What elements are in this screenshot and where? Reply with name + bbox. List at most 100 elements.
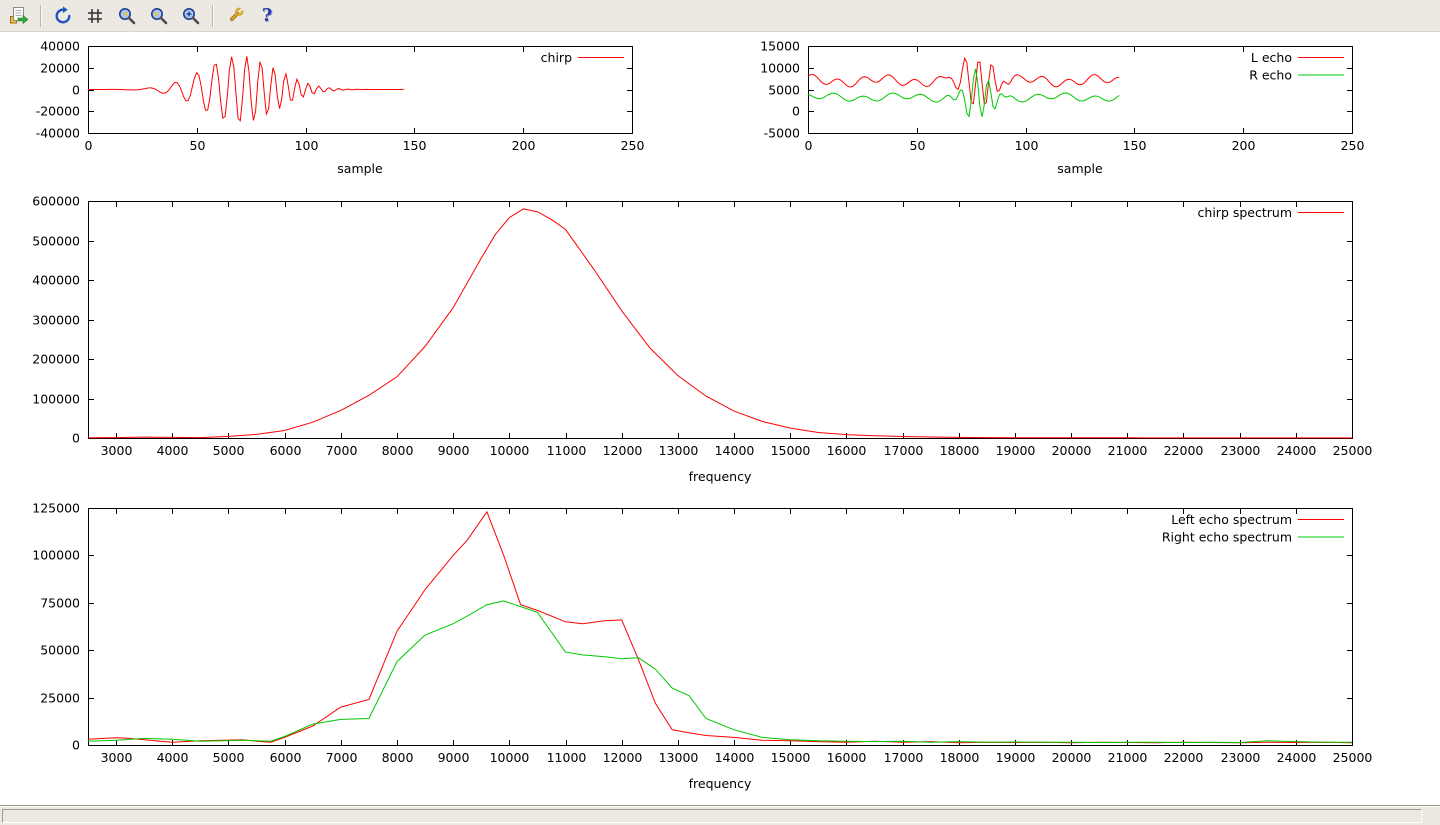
x-tick-label: 3000 (101, 750, 133, 765)
chirp-spectrum-plot: 3000 4000 5000 6000 7000 8000 9000 10000 11000 12… (32, 194, 1372, 485)
toolbar: ? (0, 0, 1440, 32)
right-echo-spectrum-line (87, 600, 1353, 744)
zoom-previous-button[interactable] (112, 2, 142, 30)
x-tick-label: 9000 (438, 750, 470, 765)
x-tick-label: 9000 (438, 443, 470, 458)
zoom-next-button[interactable] (144, 2, 174, 30)
x-tick-label: 24000 (1277, 443, 1317, 458)
y-tick-label: 400000 (32, 273, 80, 288)
x-tick-label: 20000 (1052, 750, 1092, 765)
x-tick-label: 11000 (547, 443, 587, 458)
x-tick-label: 5000 (213, 443, 245, 458)
x-tick-label: 23000 (1221, 443, 1261, 458)
x-tick-label: 10000 (490, 750, 530, 765)
x-tick-label: 19000 (996, 443, 1036, 458)
x-tick-label: 0 (85, 138, 93, 153)
left-echo-spectrum-line (87, 510, 1353, 744)
autoscale-icon (183, 7, 200, 24)
configure-button[interactable] (220, 2, 250, 30)
clipboard-export-icon (10, 6, 29, 24)
autoscale-button[interactable] (176, 2, 206, 30)
y-tick-label: -5000 (764, 126, 800, 141)
x-tick-label: 10000 (490, 443, 530, 458)
x-tick-label: 6000 (270, 750, 302, 765)
x-tick-label: 14000 (715, 750, 755, 765)
x-tick-label: 11000 (547, 750, 587, 765)
r-echo-line (807, 68, 1120, 118)
l-echo-line (807, 56, 1120, 105)
x-axis-label: frequency (689, 776, 752, 791)
x-tick-label: 50 (910, 138, 926, 153)
chirp-line (88, 56, 404, 122)
x-tick-label: 7000 (326, 443, 358, 458)
wrench-icon (229, 7, 244, 21)
x-tick-label: 250 (621, 138, 645, 153)
x-axis-label: sample (1057, 161, 1103, 176)
legend-label: R echo (1249, 68, 1292, 83)
x-tick-label: 12000 (603, 750, 643, 765)
legend-label: chirp (541, 50, 572, 65)
plot-border (88, 201, 1353, 439)
legend-label: Right echo spectrum (1162, 530, 1292, 545)
x-tick-label: 14000 (715, 443, 755, 458)
zoom-next-icon (151, 7, 168, 24)
y-tick-label: 0 (72, 83, 80, 98)
x-tick-label: 200 (1232, 138, 1256, 153)
x-tick-label: 7000 (326, 750, 358, 765)
plots-svg: 0 50 100 150 200 250-40000-2000002000040000sa… (32, 39, 1372, 792)
status-bar (0, 805, 1440, 825)
x-axis-label: frequency (689, 469, 752, 484)
x-tick-label: 50 (190, 138, 206, 153)
x-tick-label: 22000 (1164, 750, 1204, 765)
replot-button[interactable] (48, 2, 78, 30)
x-tick-label: 15000 (771, 443, 811, 458)
x-tick-label: 12000 (603, 443, 643, 458)
y-tick-label: 75000 (40, 596, 80, 611)
x-tick-label: 18000 (940, 443, 980, 458)
y-tick-label: -40000 (36, 126, 80, 141)
x-tick-label: 16000 (827, 443, 867, 458)
x-tick-label: 19000 (996, 750, 1036, 765)
chirp-spectrum-line (87, 208, 1352, 439)
y-tick-label: 20000 (40, 61, 80, 76)
help-button[interactable]: ? (252, 2, 282, 30)
x-tick-label: 21000 (1108, 443, 1148, 458)
x-tick-label: 8000 (382, 750, 414, 765)
y-tick-label: 125000 (32, 501, 80, 516)
echo-spectra-plot: 3000 4000 5000 6000 7000 8000 9000 10000 11000 12… (32, 501, 1372, 792)
toolbar-separator (40, 4, 42, 27)
y-tick-label: -20000 (36, 104, 80, 119)
x-tick-label: 100 (1015, 138, 1039, 153)
x-tick-label: 23000 (1221, 750, 1261, 765)
x-tick-label: 4000 (157, 443, 189, 458)
replot-icon (55, 6, 71, 23)
y-tick-label: 500000 (32, 234, 80, 249)
y-tick-label: 600000 (32, 194, 80, 209)
zoom-previous-icon (119, 7, 136, 24)
y-tick-label: 200000 (32, 352, 80, 367)
y-tick-label: 0 (792, 104, 800, 119)
x-tick-label: 5000 (213, 750, 245, 765)
y-tick-label: 50000 (40, 643, 80, 658)
chirp-plot: 0 50 100 150 200 250 -40000 -20000 0 20000 40000 sa… (36, 39, 645, 177)
plot-border (88, 508, 1353, 746)
x-tick-label: 24000 (1277, 750, 1317, 765)
x-tick-label: 25000 (1333, 750, 1373, 765)
toolbar-separator (212, 4, 214, 27)
copy-to-clipboard-button[interactable] (4, 2, 34, 30)
y-tick-label: 25000 (40, 691, 80, 706)
plot-border (808, 46, 1353, 134)
x-tick-label: 20000 (1052, 443, 1092, 458)
y-tick-label: 0 (72, 431, 80, 446)
x-tick-label: 0 (805, 138, 813, 153)
x-tick-label: 17000 (884, 750, 924, 765)
y-tick-label: 0 (72, 738, 80, 753)
y-tick-label: 100000 (32, 548, 80, 563)
grid-icon (88, 8, 102, 23)
x-tick-label: 17000 (884, 443, 924, 458)
x-tick-label: 15000 (771, 750, 811, 765)
x-tick-label: 22000 (1164, 443, 1204, 458)
legend-label: Left echo spectrum (1171, 512, 1292, 527)
x-tick-label: 100 (295, 138, 319, 153)
toggle-grid-button[interactable] (80, 2, 110, 30)
